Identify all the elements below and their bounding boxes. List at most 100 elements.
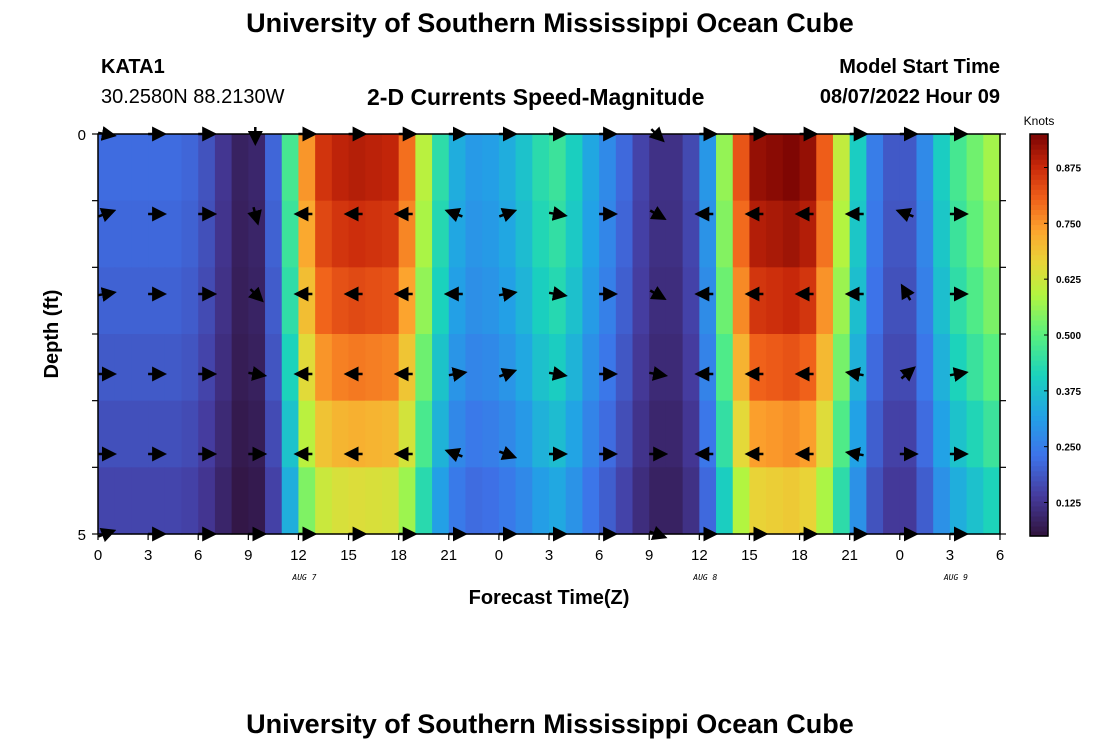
x-tick-label: 9 [244, 547, 252, 564]
heat-cell [164, 267, 183, 335]
colorbar-segment [1030, 219, 1048, 226]
heat-cell [381, 400, 400, 468]
colorbar-segment [1030, 360, 1048, 366]
heat-cell [716, 134, 734, 202]
colorbar-segment [1030, 309, 1048, 316]
heat-cell [983, 334, 1001, 402]
heat-cell [832, 467, 851, 535]
heat-cell [148, 267, 166, 335]
heat-cell [248, 134, 266, 202]
x-tick-label: 3 [144, 547, 152, 564]
current-vector-arrow [498, 445, 518, 461]
colorbar-segment [1030, 279, 1048, 286]
heat-cell [565, 267, 583, 335]
colorbar-segment [1030, 405, 1048, 411]
current-vector-arrow [649, 286, 667, 301]
x-tick-label: 3 [946, 547, 954, 564]
heat-cell [315, 467, 333, 535]
heat-cell [799, 134, 817, 202]
colorbar-tick-label: 0.750 [1056, 219, 1081, 230]
heat-cell [665, 334, 684, 402]
heat-cell [849, 134, 867, 202]
heat-cell [181, 334, 199, 402]
heat-cell [983, 267, 1001, 335]
heat-cell [181, 400, 199, 468]
current-vector-arrow [548, 366, 568, 381]
heat-cell [565, 334, 583, 402]
heat-cell [315, 200, 333, 268]
heat-cell [114, 467, 132, 535]
heat-cell [148, 334, 166, 402]
heat-cell [866, 267, 884, 335]
date-label: AUG 9 [943, 573, 968, 582]
heat-cell [632, 400, 650, 468]
heat-cell [365, 134, 383, 202]
heat-cell [131, 200, 149, 268]
heat-cell [482, 400, 500, 468]
colorbar-segment [1030, 435, 1048, 442]
heat-cell [331, 200, 350, 268]
heat-cell [899, 134, 918, 202]
colorbar-segment [1030, 294, 1048, 301]
heat-cell [148, 467, 166, 535]
heat-cell [782, 400, 801, 468]
x-tick-label: 6 [996, 547, 1004, 564]
colorbar-segment [1030, 234, 1048, 241]
heat-cell [782, 334, 801, 402]
heat-cell [749, 467, 767, 535]
heat-cell [682, 134, 700, 202]
heat-cell [933, 334, 951, 402]
heat-cell [649, 134, 667, 202]
heat-cell [231, 134, 249, 202]
heat-cell [615, 400, 634, 468]
heat-cell [214, 200, 233, 268]
heat-cell [214, 400, 233, 468]
y-axis-label: Depth (ft) [41, 290, 63, 379]
heat-cell [365, 267, 383, 335]
heat-cell [716, 200, 734, 268]
heat-cell [665, 400, 684, 468]
colorbar-segment [1030, 269, 1048, 276]
heat-cell [732, 200, 751, 268]
heat-cell [549, 267, 567, 335]
colorbar-segment [1030, 244, 1048, 251]
heat-cell [916, 334, 934, 402]
colorbar-segment [1030, 284, 1048, 291]
colorbar-segment [1030, 214, 1048, 221]
heat-cell [214, 134, 233, 202]
colorbar-segment [1030, 410, 1048, 417]
heat-cell [482, 334, 500, 402]
colorbar-segment [1030, 154, 1048, 160]
current-vector-arrow [844, 367, 864, 382]
station-id: KATA1 [101, 56, 165, 78]
colorbar-segment [1030, 274, 1048, 281]
heat-cell [131, 334, 149, 402]
colorbar-segment [1030, 445, 1048, 452]
heat-cell [899, 200, 918, 268]
heat-cell [298, 200, 316, 268]
heat-cell [933, 134, 951, 202]
heat-cell [816, 267, 834, 335]
current-vector-arrow [548, 206, 568, 221]
heat-cell [398, 467, 416, 535]
colorbar-segment [1030, 134, 1048, 140]
heat-cell [933, 267, 951, 335]
heat-cell [615, 267, 634, 335]
colorbar-segment [1030, 149, 1048, 155]
y-tick-label: 5 [78, 527, 86, 544]
heat-cell [331, 134, 350, 202]
heat-cell [98, 334, 116, 402]
current-vector-arrow [498, 367, 518, 383]
colorbar-segment [1030, 174, 1048, 180]
heat-cell [732, 267, 751, 335]
heat-cell [448, 334, 467, 402]
heat-cell [966, 134, 984, 202]
heat-cell [749, 134, 767, 202]
heat-cell [432, 400, 450, 468]
current-vector-arrow [97, 207, 117, 223]
heat-cell [849, 400, 867, 468]
heat-cell [532, 400, 550, 468]
colorbar: 0.125 0.250 0.375 0.500 0.625 0.750 0.875 Knots [1024, 114, 1081, 537]
main-title: University of Southern Mississippi Ocean… [246, 8, 854, 38]
heat-cell [281, 267, 300, 335]
